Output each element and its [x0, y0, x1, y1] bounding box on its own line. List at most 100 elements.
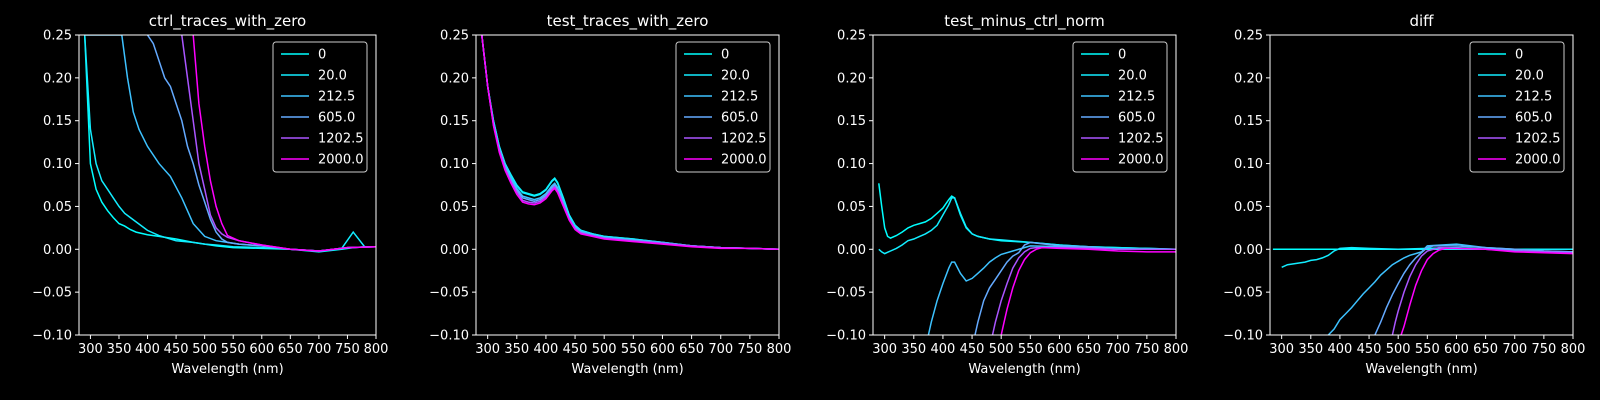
y-tick-label: 0.05: [837, 200, 866, 215]
legend-label: 212.5: [318, 90, 355, 105]
y-tick-label: −0.05: [429, 286, 469, 301]
y-tick-label: 0.20: [43, 71, 72, 86]
x-tick-label: 300: [872, 342, 897, 357]
x-tick-label: 400: [135, 342, 160, 357]
y-tick-label: 0.15: [43, 114, 72, 129]
x-tick-label: 700: [708, 342, 733, 357]
axes-frame: [475, 34, 780, 336]
x-tick-label: 600: [1047, 342, 1072, 357]
legend-label: 605.0: [721, 111, 758, 126]
legend-label: 0: [721, 48, 729, 63]
y-tick-label: −0.10: [429, 329, 469, 344]
x-tick-label: 650: [679, 342, 704, 357]
legend-label: 20.0: [1118, 69, 1147, 84]
legend-label: 1202.5: [721, 132, 767, 147]
y-tick-label: 0.00: [837, 243, 866, 258]
series-line-2-4: [991, 246, 1176, 335]
y-tick-label: 0.00: [440, 243, 469, 258]
axes-frame: [872, 34, 1177, 336]
y-tick-label: −0.10: [1223, 329, 1263, 344]
x-tick-label: 500: [192, 342, 217, 357]
x-tick-label: 350: [107, 342, 132, 357]
series-line-2-0: [878, 183, 1176, 251]
legend: 0 20.0 212.5 605.0 1202.5 2000.0: [1469, 41, 1565, 173]
x-tick-label: 300: [475, 342, 500, 357]
x-tick-label: 700: [1105, 342, 1130, 357]
legend-label: 0: [1118, 48, 1126, 63]
legend-label: 605.0: [1118, 111, 1155, 126]
legend-label: 20.0: [1515, 69, 1544, 84]
legend-label: 605.0: [1515, 111, 1552, 126]
y-tick-label: 0.05: [1234, 200, 1263, 215]
x-tick-label: 550: [1018, 342, 1043, 357]
x-tick-label: 650: [1076, 342, 1101, 357]
legend-label: 1202.5: [1515, 132, 1561, 147]
x-tick-label: 700: [306, 342, 331, 357]
legend-label: 2000.0: [721, 153, 767, 168]
legend-label: 212.5: [721, 90, 758, 105]
legend: 0 20.0 212.5 605.0 1202.5 2000.0: [272, 41, 368, 173]
x-tick-label: 700: [1502, 342, 1527, 357]
y-tick-label: 0.10: [440, 157, 469, 172]
legend-label: 605.0: [318, 111, 355, 126]
x-tick-label: 300: [78, 342, 103, 357]
legend-label: 20.0: [721, 69, 750, 84]
chart-panel-3: 300 350 400 450 500 550 600 650 700 750 800 −0.10 −0…: [1223, 12, 1585, 377]
y-tick-label: 0.15: [837, 114, 866, 129]
x-tick-label: 450: [960, 342, 985, 357]
chart-panel-1: 300 350 400 450 500 550 600 650 700 750 800 −0.10 −0…: [429, 12, 791, 377]
y-tick-label: 0.25: [43, 29, 72, 44]
x-tick-label: 300: [1269, 342, 1294, 357]
x-tick-label: 800: [1164, 342, 1189, 357]
y-tick-label: 0.05: [43, 200, 72, 215]
x-tick-label: 500: [1386, 342, 1411, 357]
chart-panel-2: 300 350 400 450 500 550 600 650 700 750 800 −0.10 −0…: [826, 12, 1188, 377]
y-tick-label: 0.20: [1234, 71, 1263, 86]
series-line-3-3: [1374, 245, 1573, 335]
legend-label: 20.0: [318, 69, 347, 84]
axes-frame: [78, 34, 377, 336]
y-tick-label: 0.25: [440, 29, 469, 44]
y-tick-label: 0.20: [837, 71, 866, 86]
x-axis-label: Wavelength (nm): [571, 362, 683, 377]
y-tick-label: 0.10: [43, 157, 72, 172]
x-tick-label: 350: [901, 342, 926, 357]
x-tick-label: 350: [1298, 342, 1323, 357]
x-tick-label: 400: [931, 342, 956, 357]
y-tick-label: 0.25: [1234, 29, 1263, 44]
legend-label: 1202.5: [318, 132, 364, 147]
axes-frame: [1269, 34, 1574, 336]
x-tick-label: 650: [1473, 342, 1498, 357]
legend: 0 20.0 212.5 605.0 1202.5 2000.0: [1072, 41, 1168, 173]
x-tick-label: 750: [335, 342, 360, 357]
series-line-0-5: [192, 35, 376, 252]
x-tick-label: 750: [1531, 342, 1556, 357]
chart-title: ctrl_traces_with_zero: [149, 12, 306, 31]
chart-title: test_traces_with_zero: [547, 12, 709, 31]
x-tick-label: 550: [221, 342, 246, 357]
series-line-3-2: [1327, 243, 1573, 335]
x-tick-label: 750: [1134, 342, 1159, 357]
x-tick-label: 800: [767, 342, 792, 357]
legend-label: 0: [1515, 48, 1523, 63]
chart-title: test_minus_ctrl_norm: [944, 12, 1105, 31]
x-tick-label: 500: [592, 342, 617, 357]
x-tick-label: 800: [364, 342, 389, 357]
y-tick-label: −0.10: [32, 329, 72, 344]
x-tick-label: 750: [737, 342, 762, 357]
x-tick-label: 550: [1415, 342, 1440, 357]
series-line-3-4: [1391, 246, 1573, 335]
legend-label: 212.5: [1118, 90, 1155, 105]
series-line-2-5: [1000, 246, 1176, 335]
x-axis-label: Wavelength (nm): [171, 362, 283, 377]
x-tick-label: 450: [563, 342, 588, 357]
x-tick-label: 450: [1357, 342, 1382, 357]
x-axis-label: Wavelength (nm): [968, 362, 1080, 377]
y-tick-label: −0.05: [826, 286, 866, 301]
x-tick-label: 450: [164, 342, 189, 357]
y-tick-label: 0.00: [43, 243, 72, 258]
series-line-1-5: [481, 35, 779, 251]
x-tick-label: 350: [504, 342, 529, 357]
x-tick-label: 400: [534, 342, 559, 357]
